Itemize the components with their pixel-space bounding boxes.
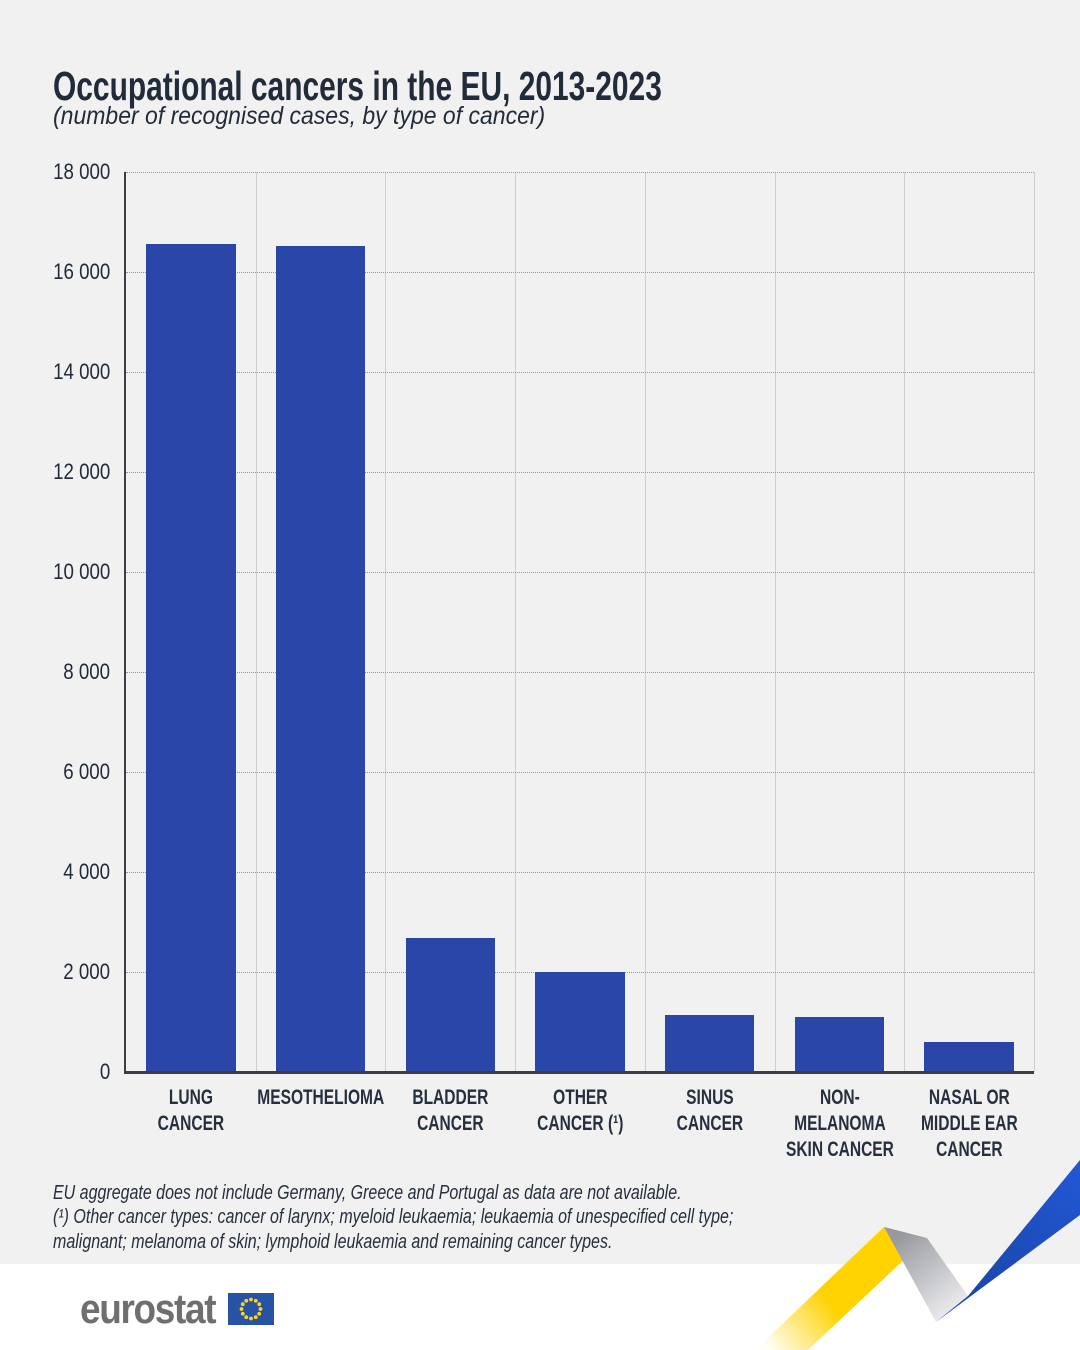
category-separator-line [644,172,646,1072]
bar-sinus-cancer [664,1015,755,1072]
y-tick-label-0: 0 [99,1059,110,1084]
category-separator-line [904,172,906,1072]
plot-area [124,172,1035,1074]
page-subtitle-text: (number of recognised cases, by type of … [53,102,546,130]
category-separator-line [385,172,387,1072]
y-tick-label-10000: 10 000 [52,559,110,584]
category-label-non-melanoma-skin-cancer: NON- MELANOMA SKIN CANCER [785,1086,894,1162]
category-separator-line [1034,172,1035,1072]
bar-bladder-cancer [405,938,496,1072]
y-tick-label-16000: 16 000 [52,259,110,284]
footnote-text-2: (¹) Other cancer types: cancer of larynx… [53,1206,734,1229]
y-tick-label-12000: 12 000 [52,459,110,484]
bar-lung-cancer [146,244,236,1072]
y-tick-label-8000: 8 000 [63,659,110,684]
gridline-8000 [126,672,1034,673]
footnote-line: malignant; melanoma of skin; lymphoid le… [53,1230,903,1254]
bar-nasal-or-middle-ear-cancer [924,1041,1014,1072]
page-title-text: Occupational cancers in the EU, 2013-202… [53,63,662,110]
eu-flag-icon [227,1293,274,1325]
category-separator-line [774,172,776,1072]
category-label-bladder-cancer: BLADDER CANCER [412,1086,489,1136]
category-separator-line [515,172,517,1072]
y-tick-label-18000: 18 000 [52,159,110,184]
footnote-text-1: EU aggregate does not include Germany, G… [53,1182,682,1204]
y-tick-label-14000: 14 000 [52,359,110,384]
category-label-nasal-or-middle-ear-cancer: NASAL OR MIDDLE EAR CANCER [920,1086,1018,1162]
y-axis-line [124,172,126,1072]
gridline-4000 [126,872,1034,873]
bar-mesothelioma [275,246,366,1072]
page-title: Occupational cancers in the EU, 2013-202… [53,63,887,110]
gridline-16000 [126,272,1034,273]
bar-other-cancer [535,972,625,1072]
eu-flag-stars [239,1297,263,1321]
gridline-12000 [126,472,1034,473]
page-subtitle: (number of recognised cases, by type of … [53,102,588,131]
bar-non-melanoma-skin-cancer [794,1017,885,1072]
category-label-mesothelioma: MESOTHELIOMA [257,1086,385,1109]
footnote-text-3: malignant; melanoma of skin; lymphoid le… [53,1230,613,1253]
category-label-sinus-cancer: SINUS CANCER [676,1086,743,1136]
gridline-10000 [126,572,1034,573]
footnote-line: EU aggregate does not include Germany, G… [53,1181,903,1205]
gridline-14000 [126,372,1034,373]
y-tick-label-6000: 6 000 [63,759,110,784]
eurostat-logo: eurostat [80,1288,274,1330]
category-separator-line [255,172,257,1072]
y-tick-label-4000: 4 000 [63,859,110,884]
x-axis-line [124,1071,1034,1074]
y-tick-label-2000: 2 000 [63,959,110,984]
gridline-6000 [126,772,1034,773]
footnotes: EU aggregate does not include Germany, G… [53,1181,903,1254]
category-label-lung-cancer: LUNG CANCER [157,1086,225,1136]
category-label-other-cancer: OTHER CANCER (¹) [536,1086,624,1136]
footnote-line: (¹) Other cancer types: cancer of larynx… [53,1205,903,1229]
gridline-18000 [126,172,1034,173]
eurostat-wordmark: eurostat [80,1285,217,1332]
